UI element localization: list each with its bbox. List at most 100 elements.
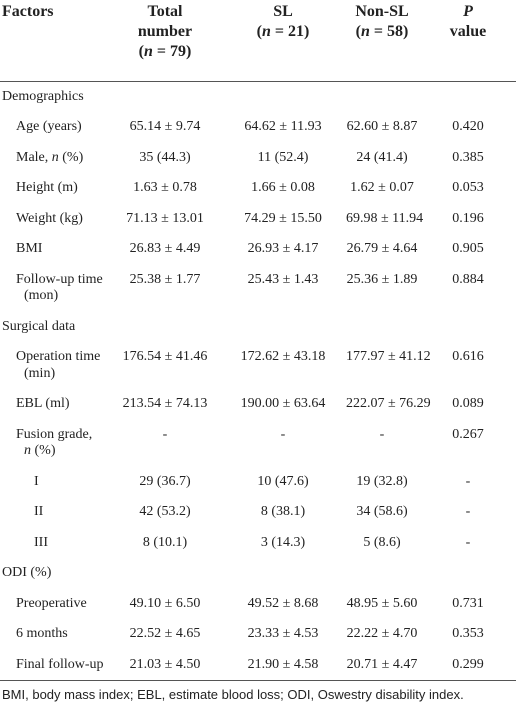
row-label: Male, n (%) <box>0 143 108 174</box>
text: 0.385 <box>452 149 484 165</box>
cell: 0.089 <box>420 389 516 420</box>
text: 0.267 <box>452 426 484 442</box>
cell: 24 (41.4) <box>344 143 420 174</box>
text-line: value <box>422 22 514 42</box>
table-row: Preoperative 49.10 ± 6.50 49.52 ± 8.68 48.9… <box>0 589 516 620</box>
footnote: BMI, body mass index; EBL, estimate bloo… <box>2 687 464 702</box>
cell: 25.38 ± 1.77 <box>108 265 222 312</box>
cell: 42 (53.2) <box>108 497 222 528</box>
text: 0.905 <box>452 241 484 256</box>
text-line: n (%) <box>16 443 106 460</box>
text: 0.353 <box>452 626 484 641</box>
text: 6 months <box>16 626 68 641</box>
text: ODI (%) <box>2 565 52 580</box>
header-cell: Total number (n = 79) <box>108 0 222 82</box>
text: 190.00 ± 63.64 <box>240 396 326 411</box>
cell: 21.03 ± 4.50 <box>108 649 222 681</box>
cell: 20.71 ± 4.47 <box>344 649 420 681</box>
cell: 222.07 ± 76.29 <box>344 389 431 420</box>
text: 176.54 ± 41.46 <box>122 349 208 364</box>
cell: - <box>108 420 222 467</box>
table-body: Demographics Age (years) 65.14 ± 9.74 64.62… <box>0 81 516 681</box>
text: 0.731 <box>452 595 484 611</box>
cell: 3 (14.3) <box>222 528 344 559</box>
cell: 177.97 ± 41.12 <box>344 342 431 389</box>
text: Demographics <box>2 88 84 104</box>
text: 1.62 ± 0.07 <box>350 180 414 195</box>
cell: 74.29 ± 15.50 <box>222 204 344 235</box>
row-label: EBL (ml) <box>0 389 108 420</box>
text: 172.62 ± 43.18 <box>240 349 326 364</box>
text: 25.36 ± 1.89 <box>346 271 418 287</box>
cell: 176.54 ± 41.46 <box>108 342 222 389</box>
header-cell: Factors <box>0 0 108 82</box>
text: Preoperative <box>16 595 87 611</box>
cell: - <box>222 420 344 467</box>
text: Non-SL <box>355 3 409 20</box>
text: 177.97 ± 41.12 <box>346 349 431 364</box>
text-line: (n = 79) <box>110 42 220 62</box>
cell: - <box>420 528 516 559</box>
cell: 22.22 ± 4.70 <box>344 619 420 650</box>
text: III <box>34 534 48 550</box>
cell: 48.95 ± 5.60 <box>344 589 420 620</box>
text-line: III <box>34 535 106 552</box>
text-line: Follow-up time <box>16 272 106 289</box>
cell: 25.36 ± 1.89 <box>344 265 420 312</box>
cell: 0.905 <box>420 234 516 265</box>
section-title: Demographics <box>0 81 516 112</box>
cell: 0.616 <box>420 342 516 389</box>
cell: 190.00 ± 63.64 <box>222 389 344 420</box>
text: 1.63 ± 0.78 <box>133 180 197 195</box>
cell: 69.98 ± 11.94 <box>344 204 423 235</box>
text: n <box>360 23 370 40</box>
table-row: I 29 (36.7) 10 (47.6) 19 (32.8) - <box>0 467 516 498</box>
cell: 0.731 <box>420 589 516 620</box>
text: Weight (kg) <box>16 210 83 226</box>
cell: 10 (47.6) <box>222 467 344 498</box>
text: 25.38 ± 1.77 <box>129 271 201 287</box>
cell: - <box>344 420 420 467</box>
table-row: 6 months 22.52 ± 4.65 23.33 ± 4.53 22.22 ± … <box>0 619 516 650</box>
text-line: Operation time <box>16 349 106 366</box>
cell: 1.66 ± 0.08 <box>222 173 344 204</box>
row-label: Operation time (min) <box>0 342 108 389</box>
text: Total <box>147 3 183 20</box>
cell: 21.90 ± 4.58 <box>222 649 344 681</box>
text: 0.053 <box>452 180 484 195</box>
text: Follow-up time <box>16 271 103 287</box>
text: Operation time <box>16 349 101 364</box>
text-line: Final follow-up <box>16 657 106 674</box>
cell: 0.053 <box>420 173 516 204</box>
table-row: Final follow-up 21.03 ± 4.50 21.90 ± 4.58 2… <box>0 649 516 681</box>
text: 62.60 ± 8.87 <box>346 119 418 134</box>
table-row: Age (years) 65.14 ± 9.74 64.62 ± 11.93 62.6… <box>0 112 516 143</box>
table-row: Fusion grade, n (%) - - - 0.267 <box>0 420 516 467</box>
text: Height (m) <box>16 180 78 195</box>
text: - <box>379 426 385 442</box>
text-line: Preoperative <box>16 596 106 613</box>
table-row: EBL (ml) 213.54 ± 74.13 190.00 ± 63.64 222.… <box>0 389 516 420</box>
cell: 213.54 ± 74.13 <box>108 389 222 420</box>
text: 25.43 ± 1.43 <box>247 271 319 287</box>
text-line: I <box>34 474 106 491</box>
text: (%) <box>31 443 56 458</box>
text-line: BMI <box>16 241 106 258</box>
row-label: BMI <box>0 234 108 265</box>
text-line: Height (m) <box>16 180 106 197</box>
text: 24 (41.4) <box>356 149 408 165</box>
text: 26.93 ± 4.17 <box>247 241 319 256</box>
section-title: Surgical data <box>0 312 516 343</box>
text-line: Male, n (%) <box>16 150 106 167</box>
cell: 0.196 <box>420 204 516 235</box>
text: Male, <box>16 149 52 165</box>
text-line: Age (years) <box>16 119 106 136</box>
table-row: Height (m) 1.63 ± 0.78 1.66 ± 0.08 1.62 ± 0… <box>0 173 516 204</box>
text-line: II <box>34 504 106 521</box>
table-row: Weight (kg) 71.13 ± 13.01 74.29 ± 15.50 69.… <box>0 204 516 235</box>
text: 34 (58.6) <box>356 504 408 519</box>
cell: 172.62 ± 43.18 <box>222 342 344 389</box>
table-row: Follow-up time (mon) 25.38 ± 1.77 25.43 ± 1… <box>0 265 516 312</box>
cell: 64.62 ± 11.93 <box>222 112 344 143</box>
